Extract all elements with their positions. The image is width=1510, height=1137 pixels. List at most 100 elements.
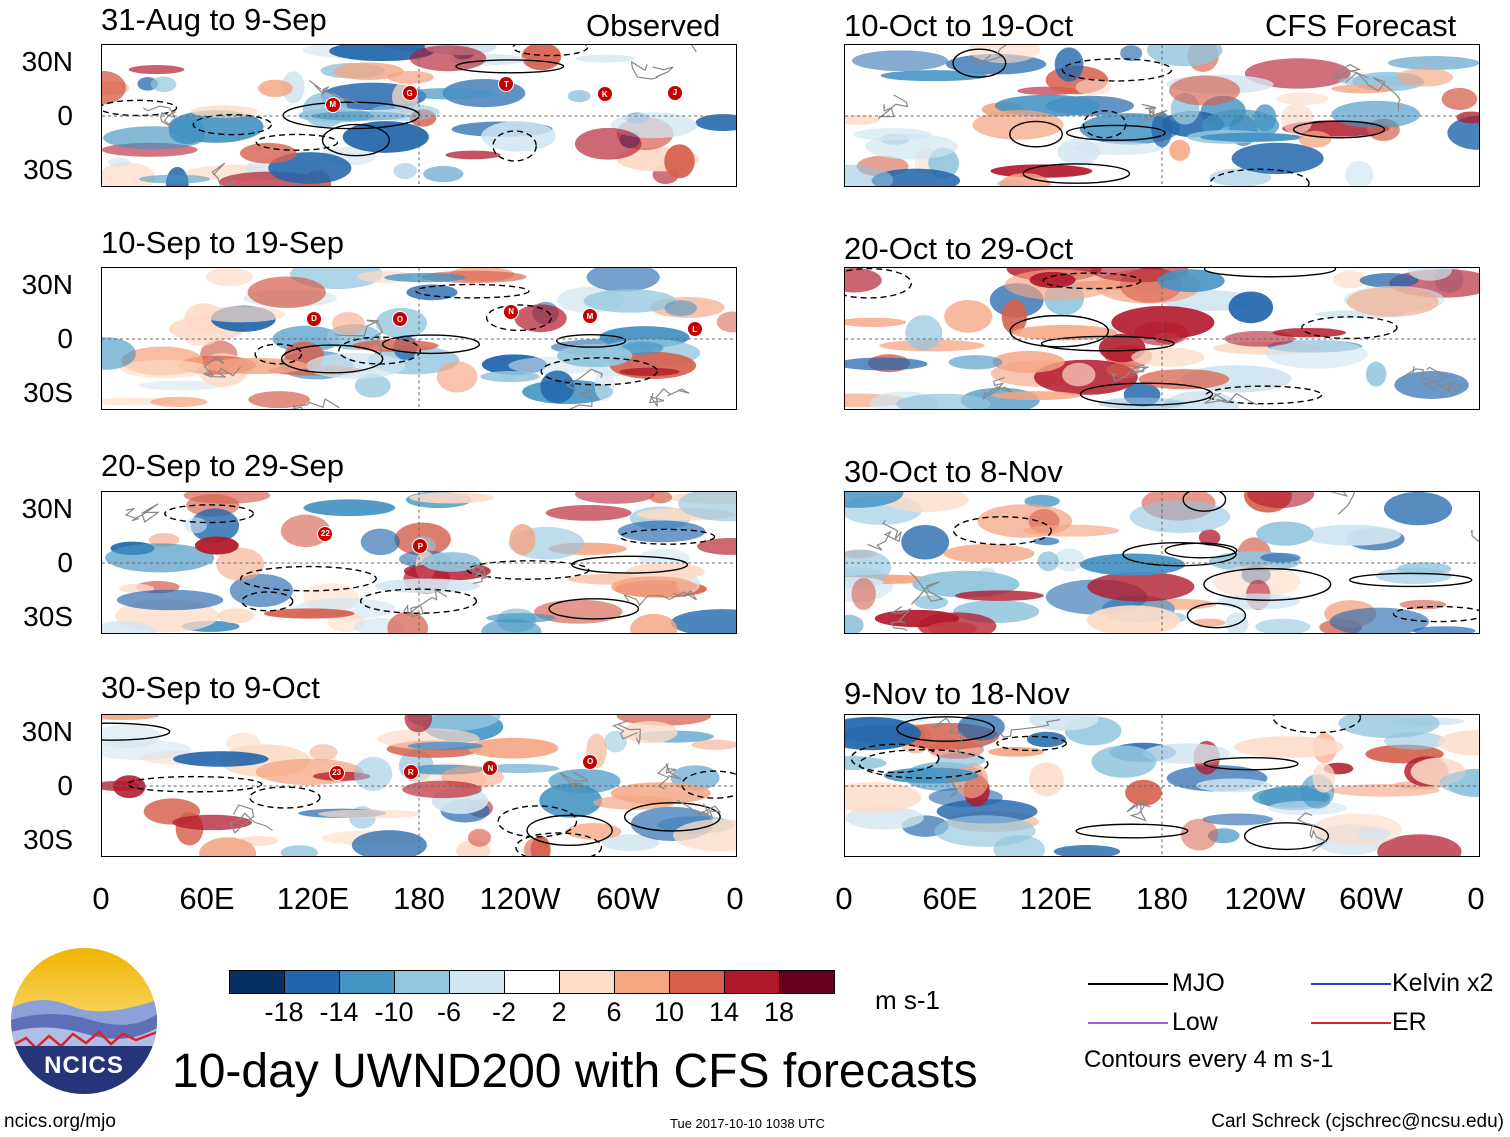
tropical-cyclone-icon: O <box>392 312 407 327</box>
lat-label-30n: 30N <box>21 493 73 524</box>
anomaly-blob <box>405 87 496 100</box>
mjo-contour <box>952 516 1052 546</box>
anomaly-blob <box>1346 286 1439 317</box>
anomaly-blob <box>486 613 556 623</box>
lat-label-30s: 30S <box>23 154 73 185</box>
anomaly-blob <box>697 537 736 555</box>
anomaly-blob <box>882 492 969 513</box>
anomaly-blob <box>1228 291 1274 324</box>
mjo-contour <box>1066 124 1166 141</box>
tropical-cyclone-icon: 23 <box>329 765 344 780</box>
panel-title-fc-3: 30-Oct to 8-Nov <box>844 454 1063 489</box>
coastline <box>1426 366 1464 393</box>
panel-title-obs-2: 10-Sep to 19-Sep <box>101 225 345 260</box>
anomaly-blob <box>851 577 876 611</box>
anomaly-blob <box>409 45 487 72</box>
coastline <box>290 398 340 409</box>
anomaly-blob <box>1157 269 1225 293</box>
lon-label-0: 0 <box>835 881 853 916</box>
colorbar-swatch <box>504 970 560 994</box>
anomaly-blob <box>205 268 253 287</box>
anomaly-blob <box>845 268 882 293</box>
anomaly-blob <box>374 578 481 594</box>
mjo-contour <box>1075 823 1189 839</box>
anomaly-blob <box>360 528 400 556</box>
anomaly-blob <box>1298 130 1332 148</box>
mjo-contour <box>455 59 565 74</box>
anomaly-blob <box>1344 160 1374 186</box>
mjo-contour <box>126 775 263 793</box>
anomaly-blob <box>1075 79 1112 96</box>
anomaly-blob <box>664 144 695 179</box>
anomaly-blob <box>216 608 255 624</box>
anomaly-blob <box>1134 321 1189 346</box>
mjo-contour <box>241 591 294 612</box>
anomaly-blob <box>1062 362 1096 387</box>
colorbar-tick-label: 2 <box>551 997 567 1027</box>
anomaly-blob <box>1247 492 1315 508</box>
mjo-contour <box>1122 541 1237 567</box>
anomaly-blob <box>1396 68 1453 87</box>
coastline <box>334 319 384 356</box>
legend-line-er <box>1311 1022 1391 1024</box>
anomaly-blob <box>1272 327 1347 338</box>
anomaly-blob <box>1302 524 1401 546</box>
lon-label-60w: 60W <box>596 881 660 916</box>
mjo-contour <box>239 565 377 592</box>
anomaly-blob <box>901 524 950 560</box>
footer-url[interactable]: ncics.org/mjo <box>4 1111 116 1132</box>
coastline <box>877 94 909 120</box>
anomaly-blob <box>102 162 156 186</box>
anomaly-blob <box>955 590 1044 601</box>
lon-label-120e: 120E <box>276 881 350 916</box>
anomaly-blob <box>423 165 464 183</box>
lat-label-eq: 0 <box>57 770 73 801</box>
anomaly-blob <box>617 520 706 543</box>
coastline <box>982 377 1013 400</box>
anomaly-blob <box>664 300 698 317</box>
anomaly-blob <box>1146 45 1223 67</box>
anomaly-blob <box>695 114 736 132</box>
anomaly-blob <box>948 355 1003 370</box>
anomaly-blob <box>865 133 958 160</box>
colorbar-tick-label: 14 <box>708 997 740 1027</box>
anomaly-blob <box>199 837 257 856</box>
mjo-contour <box>623 802 721 832</box>
anomaly-blob <box>1057 138 1100 166</box>
anomaly-blob <box>594 368 615 402</box>
anomaly-blob <box>384 272 466 283</box>
colorbar-tick-label: 6 <box>606 997 622 1027</box>
anomaly-blob <box>1388 56 1479 70</box>
anomaly-blob <box>845 115 880 125</box>
anomaly-blob <box>1033 537 1060 546</box>
mjo-contour <box>548 598 640 620</box>
mjo-contour <box>1182 492 1227 512</box>
colorbar-swatch <box>669 970 725 994</box>
coastline <box>940 767 961 798</box>
lat-label-30n: 30N <box>21 269 73 300</box>
anomaly-blob <box>1377 834 1462 856</box>
mjo-contour <box>249 786 321 809</box>
mjo-contour <box>1040 335 1175 352</box>
tropical-cyclone-icon: D <box>307 311 322 326</box>
lat-label-eq: 0 <box>57 323 73 354</box>
map-panel-forecast-4 <box>844 714 1480 857</box>
anomaly-blob <box>934 815 1036 847</box>
anomaly-blob <box>905 315 943 351</box>
coastline <box>143 105 176 129</box>
anomaly-blob <box>1456 111 1479 124</box>
mjo-contour <box>282 101 420 130</box>
anomaly-blob <box>871 168 961 186</box>
anomaly-blob <box>303 499 396 517</box>
colorbar-tick-label: -14 <box>319 997 359 1027</box>
anomaly-blob <box>1231 142 1324 175</box>
anomaly-blob <box>1383 492 1453 526</box>
ncics-logo: NCICS <box>11 948 157 1094</box>
anomaly-blob <box>119 583 155 593</box>
lon-label-60e: 60E <box>922 881 978 916</box>
anomaly-blob <box>1106 362 1140 379</box>
lon-label-120e: 120E <box>1019 881 1093 916</box>
lat-label-30n: 30N <box>21 46 73 77</box>
anomaly-blob <box>402 780 483 799</box>
lon-label-180: 180 <box>1136 881 1188 916</box>
